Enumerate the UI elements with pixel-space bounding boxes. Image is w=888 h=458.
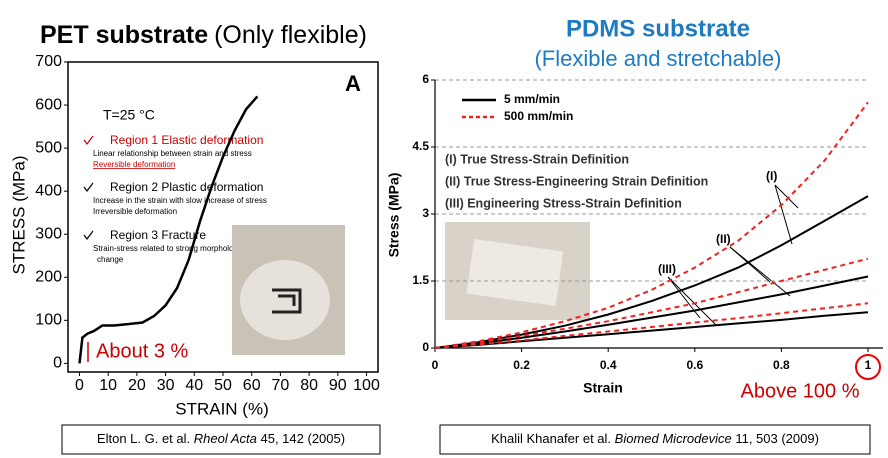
- arrow: [667, 276, 717, 326]
- y-tick-label: 300: [35, 225, 62, 242]
- data-line: [434, 101, 869, 349]
- journal: Rheol Acta: [194, 431, 257, 446]
- citation: Elton L. G. et al. Rheol Acta 45, 142 (2…: [97, 431, 345, 446]
- region-text: Increase in the strain with slow increas…: [93, 196, 267, 205]
- temperature: T=25 °C: [103, 107, 155, 123]
- citation-box: [439, 424, 871, 455]
- region-text: change: [97, 255, 124, 264]
- citation-box: [61, 424, 381, 455]
- region-heading: Region 2 Plastic deformation: [110, 180, 263, 194]
- region-text: Strain-stress related to strong morpholo…: [93, 244, 250, 253]
- region-heading: Region 1 Elastic deformation: [110, 133, 263, 147]
- definition: (II) True Stress-Engineering Strain Defi…: [445, 174, 708, 188]
- highlight-circle: [855, 354, 881, 380]
- authors: Elton L. G. et al.: [97, 431, 190, 446]
- x-tick-label: 0.2: [513, 358, 530, 372]
- y-tick-label: 0: [422, 340, 429, 354]
- arrow: [774, 184, 799, 209]
- y-tick-label: 4.5: [412, 139, 429, 153]
- citation: Khalil Khanafer et al. Biomed Microdevic…: [491, 431, 819, 446]
- x-tick-label: 0.4: [600, 358, 617, 372]
- check: [83, 135, 94, 145]
- y-tick-label: 500: [35, 139, 62, 156]
- highlight: Above 100 %: [741, 380, 860, 402]
- region-heading: Region 3 Fracture: [110, 228, 206, 242]
- details: 11, 503 (2009): [735, 431, 819, 446]
- check: [83, 230, 94, 240]
- data-line: [434, 257, 869, 349]
- subtitle: (Flexible and stretchable): [534, 46, 781, 71]
- title: PET substrate: [40, 21, 208, 49]
- left-title: PET substrate (Only flexible): [40, 21, 367, 49]
- curve-label: (I): [766, 169, 777, 183]
- electrode: [272, 288, 302, 314]
- y-tick-label: 400: [35, 182, 62, 199]
- authors: Khalil Khanafer et al.: [491, 431, 611, 446]
- legend-label: 500 mm/min: [504, 109, 573, 123]
- x-tick-label: 0.6: [686, 358, 703, 372]
- x-axis-label: Strain: [583, 380, 623, 396]
- y-tick-label: 3: [422, 206, 429, 220]
- y-tick-label: 0: [53, 355, 62, 372]
- y-tick-label: 6: [422, 72, 429, 86]
- y-tick-label: 200: [35, 268, 62, 285]
- arrow: [774, 184, 793, 245]
- curve-label: (III): [658, 262, 676, 276]
- x-axis-label: STRAIN (%): [175, 399, 269, 418]
- x-tick-label: 0: [432, 358, 439, 372]
- film: [240, 260, 330, 340]
- x-tick-label: 70: [272, 377, 290, 394]
- x-tick-label: 40: [185, 377, 203, 394]
- curve-label: (II): [716, 232, 731, 246]
- photo: [445, 222, 590, 320]
- checkmarks: [83, 135, 94, 240]
- x-tick-label: 60: [243, 377, 261, 394]
- data-line: [434, 275, 869, 349]
- x-tick-label: 100: [353, 377, 380, 394]
- x-tick-label: 0: [75, 377, 84, 394]
- check: [83, 182, 94, 192]
- film: [466, 238, 564, 306]
- y-tick-label: 700: [35, 53, 62, 70]
- x-tick-label: 0.8: [773, 358, 790, 372]
- photo: [232, 225, 345, 355]
- details: 45, 142 (2005): [261, 431, 346, 446]
- definition: (I) True Stress-Strain Definition: [445, 152, 629, 166]
- region-text: Linear relationship between strain and s…: [93, 149, 252, 158]
- data-line: [434, 302, 869, 349]
- x-tick-label: 1: [865, 358, 872, 372]
- plot-frame: [67, 61, 379, 373]
- panel-label: A: [345, 71, 361, 96]
- definition: (III) Engineering Stress-Strain Definiti…: [445, 196, 682, 210]
- y-tick-label: 100: [35, 312, 62, 329]
- arrow: [729, 246, 771, 283]
- highlight: About 3 %: [96, 340, 189, 362]
- title: PDMS substrate: [566, 15, 750, 42]
- x-tick-label: 20: [128, 377, 146, 394]
- x-tick-label: 10: [99, 377, 117, 394]
- data-line: [78, 95, 259, 364]
- x-tick-label: 50: [214, 377, 232, 394]
- subtitle: (Only flexible): [214, 21, 367, 49]
- y-axis-label: STRESS (MPa): [9, 155, 28, 274]
- y-tick-label: 1.5: [412, 273, 429, 287]
- journal: Biomed Microdevice: [615, 431, 732, 446]
- y-axis-label: Stress (MPa): [386, 173, 402, 258]
- x-tick-label: 30: [157, 377, 175, 394]
- x-tick-label: 90: [329, 377, 347, 394]
- region-text: Reversible deformation: [93, 160, 175, 169]
- legend-label: 5 mm/min: [504, 92, 560, 106]
- x-tick-label: 80: [300, 377, 318, 394]
- y-tick-label: 600: [35, 96, 62, 113]
- region-text: Irreversible deformation: [93, 207, 177, 216]
